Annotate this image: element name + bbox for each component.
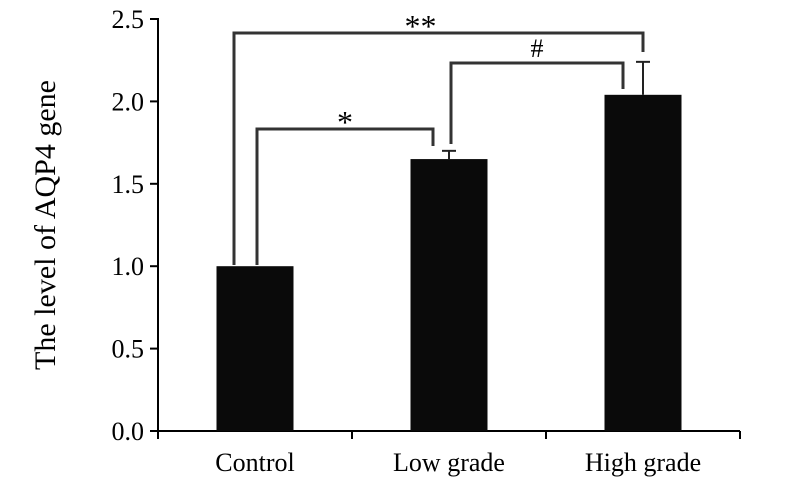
y-tick-label: 0.0 [112,417,145,446]
x-tick-label: High grade [585,448,701,477]
y-tick-label: 1.0 [112,252,145,281]
y-tick-label: 2.0 [112,87,145,116]
bar-low-grade [410,159,488,431]
x-tick-label: Control [215,448,294,477]
y-axis-label: The level of AQP4 gene [29,80,62,370]
significance-label: ** [405,8,437,44]
significance-bracket [449,61,625,144]
bar-high-grade [604,94,682,432]
significance-bracket [232,31,645,265]
significance-bracket [255,127,435,265]
y-tick-label: 2.5 [112,5,145,34]
x-tick-label: Low grade [393,448,505,477]
significance-label: * [337,104,353,140]
y-tick-label: 0.5 [112,335,145,364]
bar-control [216,266,294,431]
y-tick-label: 1.5 [112,170,145,199]
significance-label: # [531,34,544,63]
